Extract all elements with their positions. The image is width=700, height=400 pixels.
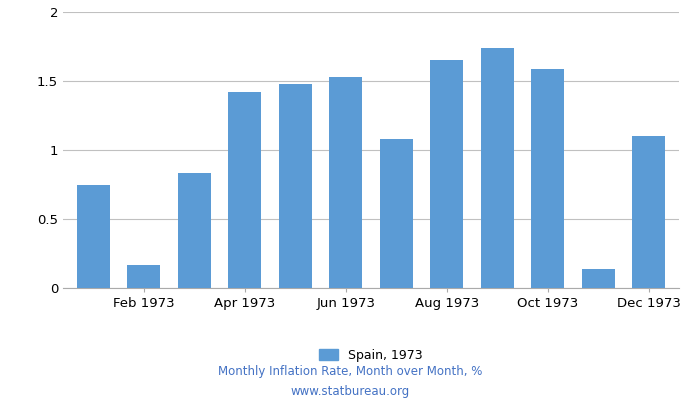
Bar <box>77 184 110 288</box>
Bar <box>329 77 362 288</box>
Bar <box>127 264 160 288</box>
Bar <box>632 136 665 288</box>
Bar <box>178 174 211 288</box>
Bar <box>380 139 413 288</box>
Legend: Spain, 1973: Spain, 1973 <box>314 344 428 367</box>
Text: Monthly Inflation Rate, Month over Month, %: Monthly Inflation Rate, Month over Month… <box>218 366 482 378</box>
Text: www.statbureau.org: www.statbureau.org <box>290 386 410 398</box>
Bar <box>481 48 514 288</box>
Bar <box>582 269 615 288</box>
Bar <box>279 84 312 288</box>
Bar <box>531 68 564 288</box>
Bar <box>430 60 463 288</box>
Bar <box>228 92 261 288</box>
